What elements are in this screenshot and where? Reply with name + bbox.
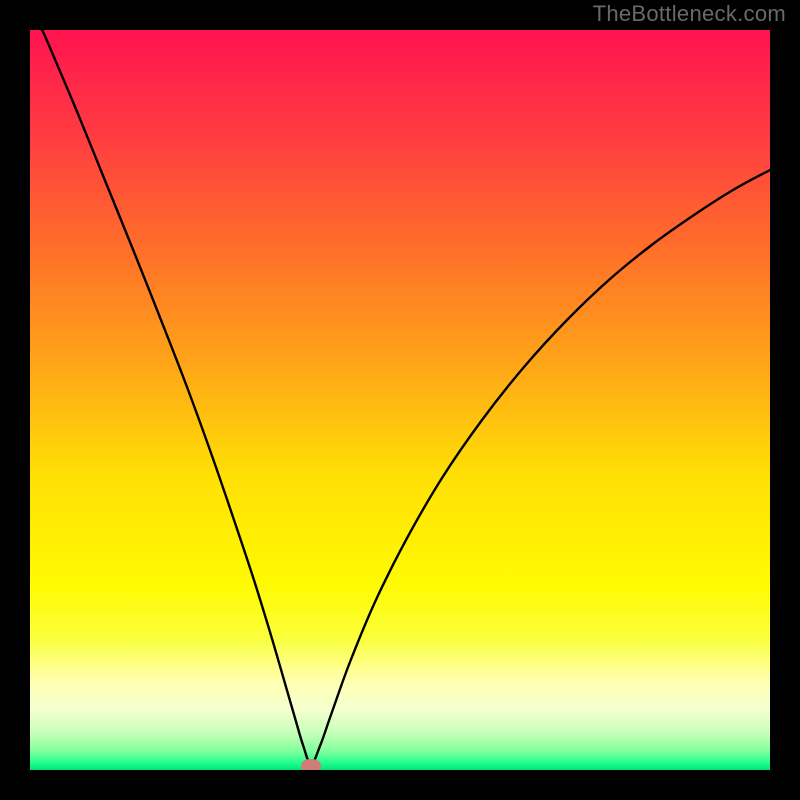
curve-path bbox=[42, 30, 770, 764]
watermark-text: TheBottleneck.com bbox=[593, 1, 786, 27]
optimal-point-marker bbox=[301, 759, 321, 770]
bottleneck-curve bbox=[30, 30, 770, 770]
plot-area bbox=[30, 30, 770, 770]
